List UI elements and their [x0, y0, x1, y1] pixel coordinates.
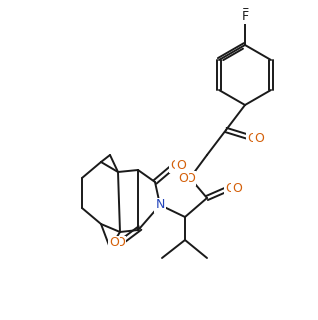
Text: O: O: [178, 172, 188, 185]
Text: O: O: [232, 181, 242, 195]
Text: O: O: [185, 172, 195, 185]
Text: F: F: [241, 6, 249, 20]
Text: N: N: [155, 198, 165, 212]
Text: F: F: [241, 10, 249, 22]
Text: O: O: [225, 181, 235, 195]
Text: O: O: [176, 158, 186, 172]
Text: O: O: [109, 236, 119, 250]
Text: O: O: [115, 236, 125, 250]
Text: O: O: [170, 158, 180, 172]
Text: O: O: [247, 132, 257, 145]
Text: N: N: [155, 198, 165, 212]
Text: O: O: [254, 132, 264, 145]
